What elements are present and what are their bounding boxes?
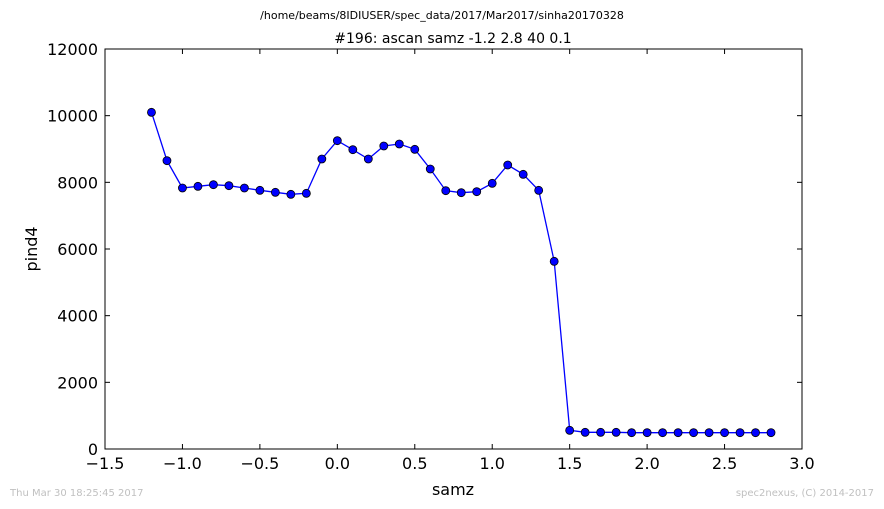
data-point xyxy=(751,428,760,438)
y-tick-label: 2000 xyxy=(57,373,98,392)
data-point xyxy=(317,154,327,164)
data-point xyxy=(255,185,265,195)
x-tick-label: 0.0 xyxy=(325,454,350,473)
x-tick-label: 1.0 xyxy=(479,454,504,473)
plot-frame xyxy=(104,48,803,450)
y-tick-label: 4000 xyxy=(57,307,98,326)
data-point xyxy=(503,160,513,170)
data-markers xyxy=(147,107,776,438)
data-point xyxy=(720,428,729,438)
data-point xyxy=(425,164,435,174)
x-axis-label: samz xyxy=(432,480,474,499)
x-tick-label: 1.5 xyxy=(557,454,582,473)
data-point xyxy=(162,156,172,166)
x-tick-label: 2.0 xyxy=(634,454,659,473)
data-point xyxy=(178,183,187,193)
x-tick-label: 3.0 xyxy=(789,454,814,473)
data-point xyxy=(270,187,280,197)
y-tick-label: 6000 xyxy=(57,240,98,259)
data-point xyxy=(534,185,544,195)
y-axis-label: pind4 xyxy=(22,226,41,271)
data-point xyxy=(410,144,420,154)
data-point xyxy=(689,428,698,438)
y-tick-label: 12000 xyxy=(47,40,98,59)
data-point xyxy=(658,428,667,438)
y-axis: 0 2000 4000 6000 8000 10000 12000 xyxy=(47,40,802,459)
data-point xyxy=(627,428,637,438)
data-point xyxy=(735,428,745,438)
x-tick-label: 2.5 xyxy=(712,454,737,473)
data-point xyxy=(379,141,389,151)
data-point xyxy=(193,181,203,191)
data-point xyxy=(596,427,606,437)
data-point xyxy=(348,145,358,155)
data-point xyxy=(487,178,497,188)
x-tick-label: −0.5 xyxy=(240,454,279,473)
data-point xyxy=(456,188,466,198)
data-point xyxy=(704,428,714,438)
data-point xyxy=(224,181,234,191)
data-point xyxy=(518,169,528,179)
x-axis: −1.5 −1.0 −0.5 0.0 0.5 1.0 1.5 2.0 2.5 3.0 xyxy=(86,49,815,473)
y-tick-label: 0 xyxy=(88,440,98,459)
data-point xyxy=(565,425,575,435)
file-path: /home/beams/8IDIUSER/spec_data/2017/Mar2… xyxy=(260,9,624,22)
data-point xyxy=(766,428,776,438)
x-tick-label: −1.0 xyxy=(163,454,202,473)
data-point xyxy=(611,427,621,437)
credit: spec2nexus, (C) 2014-2017 xyxy=(735,488,874,499)
data-point xyxy=(147,107,156,117)
data-point xyxy=(286,189,296,199)
data-point xyxy=(332,136,342,146)
data-point xyxy=(642,428,652,438)
x-tick-label: 0.5 xyxy=(402,454,427,473)
x-tick-label: −1.5 xyxy=(86,454,125,473)
series-line xyxy=(150,112,771,434)
data-point xyxy=(673,428,683,438)
y-tick-label: 10000 xyxy=(47,107,98,126)
data-point xyxy=(301,188,311,198)
data-point xyxy=(239,183,249,193)
data-point xyxy=(363,154,373,164)
data-point xyxy=(441,186,451,196)
y-tick-label: 8000 xyxy=(57,173,98,192)
data-point xyxy=(209,180,218,190)
timestamp: Thu Mar 30 18:25:45 2017 xyxy=(10,488,144,499)
chart-title: #196: ascan samz -1.2 2.8 40 0.1 xyxy=(334,31,571,47)
data-point xyxy=(549,256,559,266)
data-point xyxy=(472,187,482,197)
data-point xyxy=(394,139,404,149)
data-point xyxy=(580,427,590,437)
